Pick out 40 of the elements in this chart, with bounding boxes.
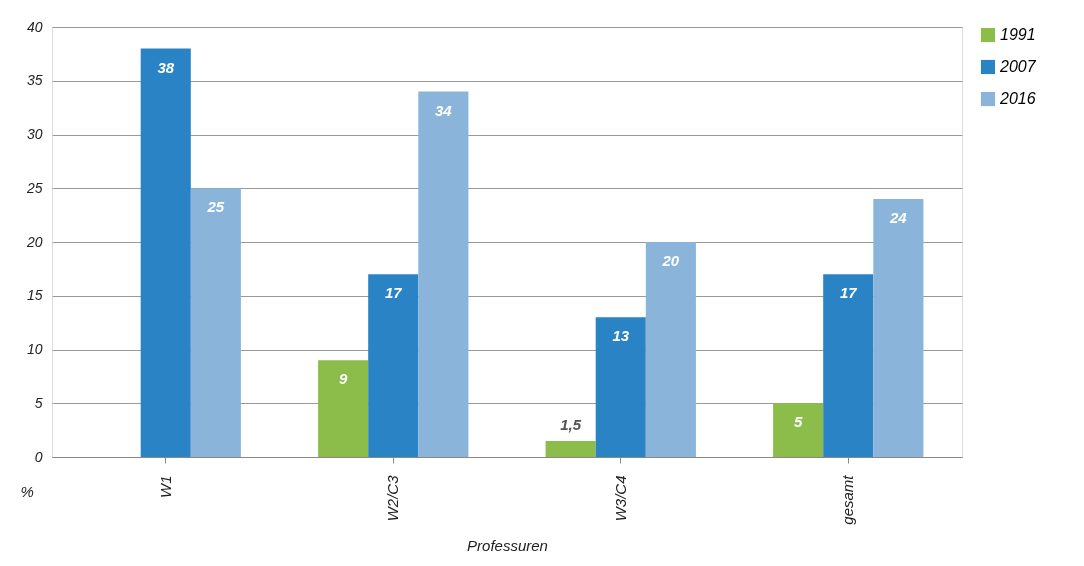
bar: [318, 360, 369, 457]
bar: [545, 440, 596, 457]
y-tick-label: 20: [25, 233, 43, 250]
x-tick-label: W1: [156, 475, 174, 498]
bar: [190, 188, 241, 457]
data-label: 17: [384, 284, 403, 302]
y-tick-label: 0: [34, 448, 43, 465]
bar: [645, 242, 696, 457]
y-tick-label: 30: [26, 126, 43, 142]
y-axis-title: %: [20, 482, 34, 500]
x-axis-title: Professuren: [467, 536, 548, 554]
bar: [823, 274, 874, 457]
data-label: 9: [338, 370, 348, 388]
y-tick-label: 40: [26, 18, 43, 35]
y-tick-label: 25: [25, 179, 43, 196]
bar: [773, 403, 824, 457]
legend-label: 2007: [999, 58, 1037, 75]
bar: [368, 274, 419, 457]
data-label: 24: [889, 209, 908, 226]
data-label: 25: [206, 198, 225, 216]
y-tick-label: 10: [26, 341, 43, 357]
x-tick-label: gesamt: [839, 474, 857, 525]
data-label: 5: [793, 413, 803, 431]
x-tick-label: W2/C3: [384, 474, 402, 522]
legend-label: 2016: [999, 90, 1036, 107]
bar: [873, 199, 924, 457]
x-tick-label: W3/C4: [611, 475, 629, 522]
data-label: 20: [661, 252, 680, 269]
data-label: 34: [435, 101, 453, 119]
data-label: 17: [839, 284, 858, 302]
bar: [418, 91, 469, 457]
bar: [595, 317, 646, 457]
data-label: 38: [157, 58, 175, 76]
data-label: 13: [612, 327, 630, 345]
bar: [140, 48, 191, 457]
data-label: 1,5: [560, 415, 582, 433]
y-tick-label: 15: [26, 287, 43, 304]
legend-label: 1991: [1000, 26, 1036, 43]
y-tick-label: 5: [34, 394, 43, 411]
y-tick-label: 35: [26, 72, 43, 89]
